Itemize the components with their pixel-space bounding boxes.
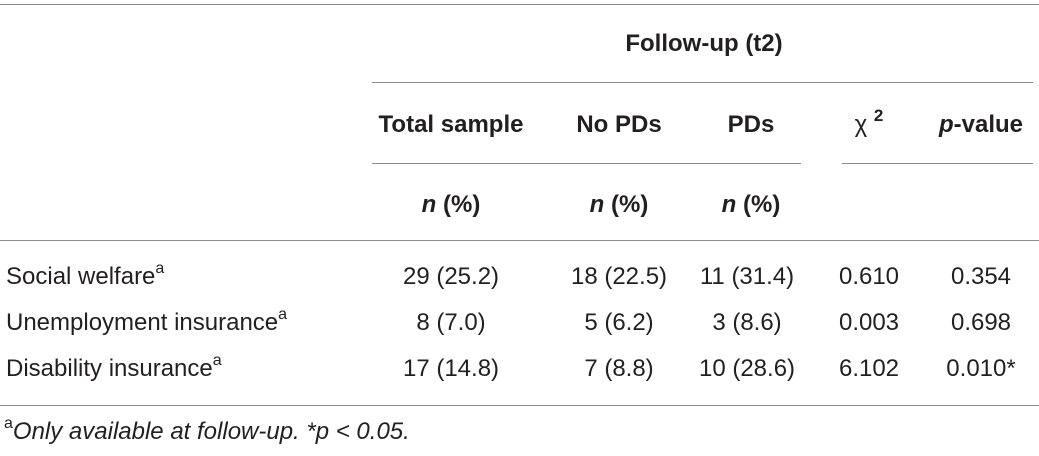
cell-chi-square: 6.102 <box>838 355 900 382</box>
col-header-chi-square: χ 2 <box>854 107 884 139</box>
cell-no-pds: 7 (8.8) <box>584 355 654 382</box>
row-label-text: Unemployment insurance <box>6 309 279 336</box>
col-header-p-value: p-value <box>939 111 1023 139</box>
table-footnote: aOnly available at follow-up. *p < 0.05. <box>4 415 410 446</box>
cell-pds: 3 (8.6) <box>712 309 782 336</box>
cell-pds: 10 (28.6) <box>698 355 796 382</box>
n-italic: n <box>721 191 737 218</box>
cell-p-value: 0.010* <box>946 355 1016 382</box>
chi-symbol: χ <box>854 111 868 138</box>
columns-rule-left <box>372 163 801 164</box>
cell-total: 17 (14.8) <box>402 355 500 382</box>
n-rest: (%) <box>736 191 781 218</box>
table-bottom-rule <box>0 405 1039 406</box>
cell-chi-square: 0.610 <box>838 263 900 290</box>
cell-total: 8 (7.0) <box>416 309 486 336</box>
col-header-total-sample: Total sample <box>378 111 524 138</box>
header-bottom-rule <box>0 240 1039 241</box>
cell-no-pds: 18 (22.5) <box>570 263 668 290</box>
n-percent-no-pds: n (%) <box>590 191 649 219</box>
footnote-marker: a <box>278 306 288 323</box>
n-percent-pds: n (%) <box>722 191 781 219</box>
footnote-marker: a <box>4 415 13 432</box>
chi-exponent: 2 <box>873 106 884 125</box>
p-italic: p <box>938 111 954 138</box>
cell-chi-square: 0.003 <box>838 309 900 336</box>
n-italic: n <box>421 191 437 218</box>
n-italic: n <box>589 191 605 218</box>
row-label: Social welfarea <box>6 260 165 291</box>
group-rule <box>372 82 1033 83</box>
cell-pds: 11 (31.4) <box>699 263 795 290</box>
cell-p-value: 0.354 <box>950 263 1012 290</box>
p-rest: -value <box>953 111 1024 138</box>
cell-total: 29 (25.2) <box>402 263 500 290</box>
row-label: Unemployment insurancea <box>6 306 288 337</box>
footnote-marker: a <box>212 352 222 369</box>
n-rest: (%) <box>604 191 649 218</box>
row-label-text: Disability insurance <box>6 355 213 382</box>
n-rest: (%) <box>436 191 481 218</box>
col-header-no-pds: No PDs <box>576 111 662 138</box>
row-label-text: Social welfare <box>6 263 156 290</box>
n-percent-total: n (%) <box>422 191 481 219</box>
col-header-pds: PDs <box>727 111 775 138</box>
cell-p-value: 0.698 <box>950 309 1012 336</box>
footnote-marker: a <box>155 260 165 277</box>
row-label: Disability insurancea <box>6 352 222 383</box>
group-header: Follow-up (t2) <box>625 30 783 57</box>
footnote-text: Only available at follow-up. *p < 0.05. <box>12 418 410 445</box>
cell-no-pds: 5 (6.2) <box>584 309 654 336</box>
top-rule <box>0 4 1039 5</box>
columns-rule-right <box>842 163 1033 164</box>
